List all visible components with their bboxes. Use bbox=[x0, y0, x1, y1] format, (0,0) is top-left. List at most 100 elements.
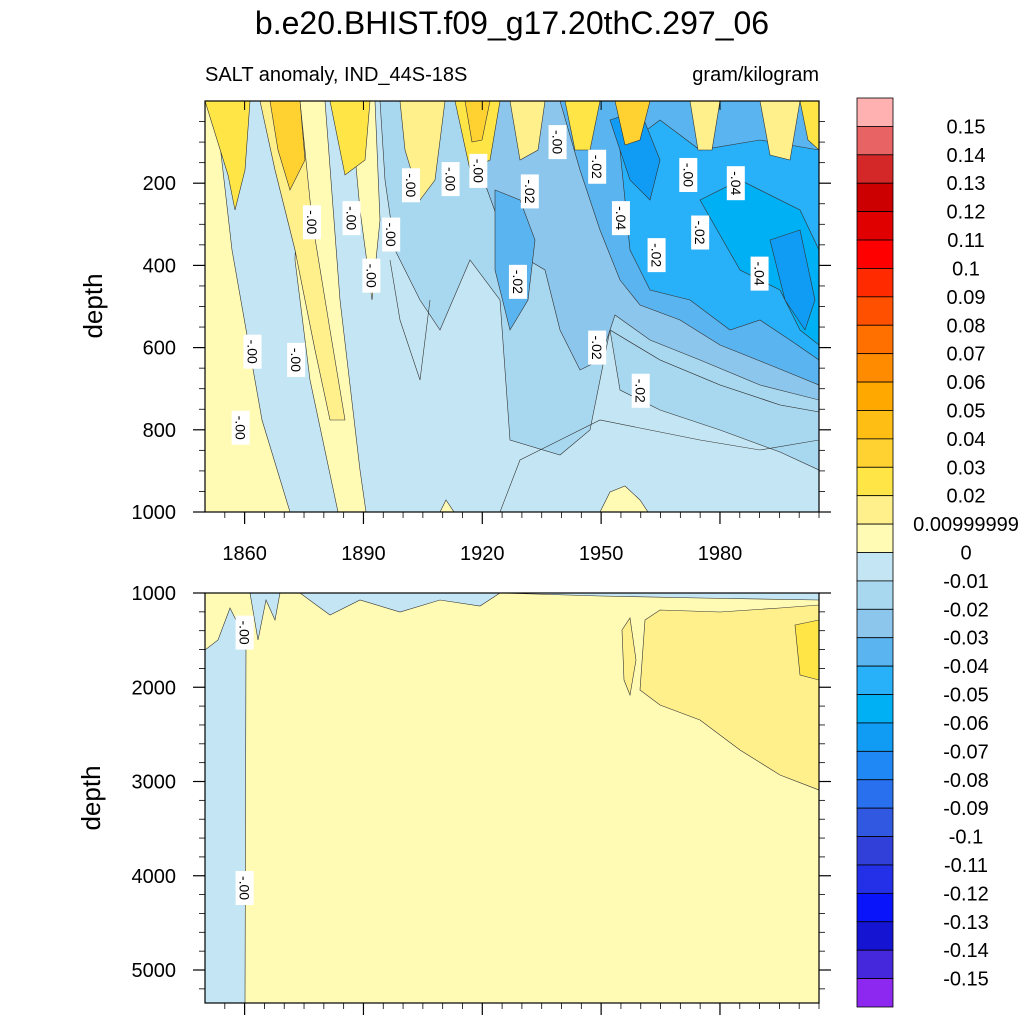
colorbar-label: 0.05 bbox=[947, 400, 986, 422]
colorbar-swatch bbox=[856, 608, 894, 639]
colorbar-swatch bbox=[856, 864, 894, 894]
contour-label-box bbox=[401, 168, 420, 203]
colorbar-label: -0.08 bbox=[943, 770, 989, 792]
colorbar-swatch bbox=[856, 523, 894, 553]
colorbar-swatch bbox=[856, 750, 894, 781]
contour-label-text: -.02 bbox=[649, 243, 665, 267]
contour-label-text: -.00 bbox=[550, 130, 566, 154]
contour-label-text: -.00 bbox=[403, 173, 419, 197]
contour-label-text: -.00 bbox=[237, 876, 253, 900]
colorbar-label: -0.14 bbox=[943, 940, 989, 962]
contour-label: -.00 bbox=[401, 168, 420, 203]
colorbar-label: 0.13 bbox=[947, 173, 986, 195]
contour-label-box bbox=[441, 162, 460, 197]
y-tick-label: 2000 bbox=[132, 677, 177, 699]
contour-label-text: -.00 bbox=[304, 210, 320, 234]
contour-label-box bbox=[243, 334, 262, 369]
contour-label-text: -.00 bbox=[237, 621, 253, 645]
colorbar-label: -0.13 bbox=[943, 912, 989, 934]
colorbar-swatch bbox=[856, 807, 894, 837]
colorbar-label: 0.12 bbox=[947, 202, 986, 224]
colorbar-label: 0.08 bbox=[947, 315, 986, 337]
colorbar-label: -0.01 bbox=[943, 571, 989, 593]
contour-label-box bbox=[231, 410, 250, 445]
upper-axes: 1860 1890 1920 1950 1980 200 400 600 800 1000 bbox=[132, 101, 831, 565]
contour-label-text: -.02 bbox=[510, 270, 526, 294]
contour-label-box bbox=[588, 149, 607, 184]
contour-label-box bbox=[382, 217, 401, 252]
contour-label-box bbox=[302, 205, 321, 240]
contour-label: -.02 bbox=[588, 149, 607, 184]
y-tick-label: 600 bbox=[143, 338, 176, 360]
contour-label: -.02 bbox=[520, 174, 539, 209]
colorbar-label: 0.02 bbox=[947, 486, 986, 508]
right-string: gram/kilogram bbox=[692, 64, 819, 86]
main-title: b.e20.BHIST.f09_g17.20thC.297_06 bbox=[255, 5, 769, 41]
contour-label-text: -.04 bbox=[752, 262, 768, 286]
contour-label-text: -.00 bbox=[470, 159, 486, 183]
contour-label-box bbox=[235, 871, 254, 906]
contour-label-text: -.00 bbox=[344, 206, 360, 230]
colorbar-swatch bbox=[856, 552, 894, 582]
contour-label-text: -.04 bbox=[728, 171, 744, 195]
colorbar-swatch bbox=[856, 268, 894, 298]
contour-label: -.00 bbox=[243, 334, 262, 369]
colorbar-label: -0.02 bbox=[943, 599, 989, 621]
lower-plot-field bbox=[205, 593, 819, 1003]
contour-label: -.02 bbox=[588, 330, 607, 365]
colorbar-label: -0.04 bbox=[943, 656, 989, 678]
x-tick-label: 1890 bbox=[341, 543, 386, 565]
contour-label: -.02 bbox=[631, 373, 650, 408]
colorbar-swatch bbox=[856, 154, 894, 184]
contour-label-box bbox=[611, 201, 630, 236]
contour-label: -.02 bbox=[691, 215, 710, 250]
contour-label-box bbox=[342, 201, 361, 236]
contour-label-text: -.02 bbox=[589, 336, 605, 360]
colorbar-swatch bbox=[856, 239, 894, 269]
contour-label-text: -.00 bbox=[363, 264, 379, 288]
contour-label-box bbox=[647, 238, 666, 273]
contour-label-box bbox=[508, 264, 527, 299]
contour-label-box bbox=[679, 157, 698, 192]
colorbar-swatch bbox=[856, 296, 894, 326]
contour-label-box bbox=[469, 153, 488, 188]
colorbar-swatch bbox=[856, 324, 894, 355]
contour-label-box bbox=[750, 256, 769, 291]
contour-label-text: -.00 bbox=[383, 223, 399, 247]
contour-label: -.00 bbox=[362, 258, 381, 293]
x-tick-label: 1980 bbox=[698, 543, 743, 565]
contour-label-text: -.00 bbox=[245, 340, 261, 364]
y-tick-label: 1000 bbox=[132, 583, 177, 605]
contour-label-text: -.00 bbox=[443, 167, 459, 191]
x-tick-label: 1920 bbox=[460, 543, 505, 565]
left-string: SALT anomaly, IND_44S-18S bbox=[205, 64, 467, 86]
colorbar-swatch bbox=[856, 836, 894, 866]
y-tick-label: 3000 bbox=[132, 772, 177, 794]
colorbar-label: 0.1 bbox=[952, 258, 980, 280]
contour-label-text: -.04 bbox=[613, 206, 629, 230]
y-tick-label: 4000 bbox=[132, 866, 177, 888]
colorbar-swatch bbox=[856, 410, 894, 440]
colorbar-label: -0.15 bbox=[943, 969, 989, 991]
colorbar-label: -0.09 bbox=[943, 798, 989, 820]
colorbar-swatch bbox=[856, 495, 894, 525]
colorbar-swatch bbox=[856, 580, 894, 610]
contour-label-box bbox=[235, 615, 254, 650]
colorbar-swatch bbox=[856, 182, 894, 213]
colorbar-label: -0.03 bbox=[943, 628, 989, 650]
y-tick-label: 1000 bbox=[132, 502, 177, 524]
contour-label: -.00 bbox=[235, 615, 254, 650]
contour-label-text: -.02 bbox=[589, 155, 605, 179]
contour-label: -.00 bbox=[548, 125, 567, 160]
colorbar-label: -0.1 bbox=[949, 827, 983, 849]
colorbar-label: 0.06 bbox=[947, 372, 986, 394]
contour-label: -.02 bbox=[508, 264, 527, 299]
colorbar-swatch bbox=[856, 694, 894, 724]
contour-label-box bbox=[631, 373, 650, 408]
colorbar-label: -0.12 bbox=[943, 883, 989, 905]
contour-label-text: -.00 bbox=[680, 163, 696, 187]
contour-label: -.00 bbox=[235, 871, 254, 906]
contour-label: -.00 bbox=[469, 153, 488, 188]
colorbar-label: -0.06 bbox=[943, 713, 989, 735]
y-tick-label: 5000 bbox=[132, 960, 177, 982]
